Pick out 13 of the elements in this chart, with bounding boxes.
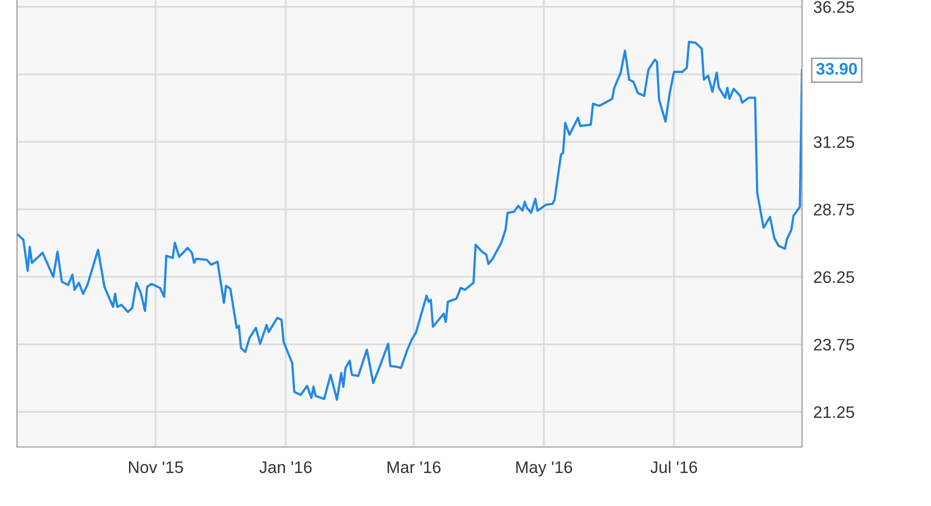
annotation: 33.90 (816, 62, 857, 75)
y-tick-label: 23.75 (814, 338, 854, 351)
x-tick-label: May '16 (516, 461, 572, 476)
x-tick-label: Jul '16 (650, 460, 698, 474)
y-tick-label: 36.25 (814, 1, 854, 13)
line-series (17, 40, 802, 401)
y-tick-label: 31.25 (814, 136, 854, 148)
y-tick-label: 28.75 (814, 204, 854, 216)
x-tick-label: Mar '16 (388, 461, 441, 474)
x-tick-label: Nov '15 (129, 462, 183, 474)
x-tick-label: Jan '16 (259, 461, 312, 474)
y-tick-label: 21.25 (814, 406, 854, 418)
y-tick-label: 26.25 (814, 271, 854, 284)
